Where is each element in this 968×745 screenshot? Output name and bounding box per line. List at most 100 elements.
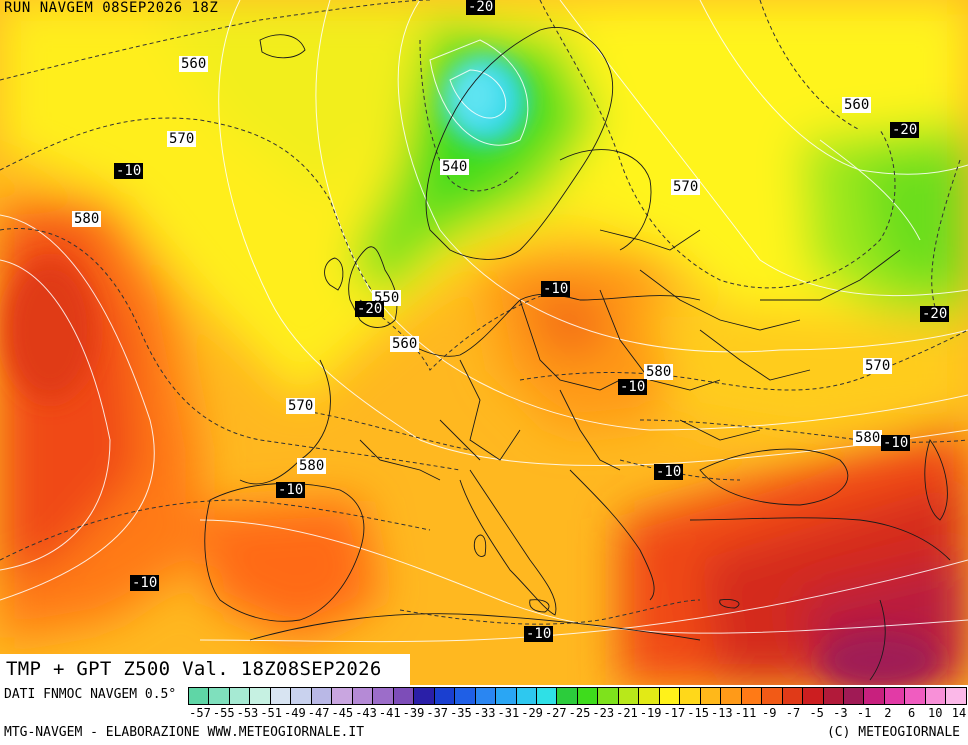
legend-tick-label: -1 xyxy=(856,706,872,720)
color-swatch xyxy=(823,688,844,704)
geopotential-label: 570 xyxy=(863,358,893,374)
isotherm-label: -20 xyxy=(355,301,385,317)
color-swatch xyxy=(762,688,783,704)
color-scale-ticks: -57 -55 -53 -51 -49 -47 -45 -43 -41 -39 -37 -35 -33-… xyxy=(188,706,967,722)
color-swatch xyxy=(209,688,230,704)
isotherm-label: -10 xyxy=(276,482,306,498)
legend-tick-label: -15 xyxy=(687,706,709,720)
legend-tick-label: -13 xyxy=(710,706,733,720)
legend-tick-label: -55 xyxy=(212,706,235,720)
legend-source-label: DATI FNMOC NAVGEM 0.5° xyxy=(4,687,177,702)
color-swatch xyxy=(434,688,456,704)
geopotential-label: 580 xyxy=(644,364,674,380)
geopotential-label: 570 xyxy=(167,131,197,147)
legend-tick-label: -57 xyxy=(189,706,211,720)
color-swatch xyxy=(680,688,701,704)
color-swatch xyxy=(516,688,537,704)
legend-tick-label: -11 xyxy=(734,706,757,720)
color-swatch xyxy=(598,688,619,704)
color-swatch xyxy=(496,688,517,704)
color-scale-bar xyxy=(188,687,967,705)
isotherm-label: -10 xyxy=(654,464,684,480)
legend-tick-label: 10 xyxy=(928,706,943,720)
color-swatch xyxy=(700,688,722,704)
isotherm-label: -20 xyxy=(920,306,950,322)
legend-tick-label: -5 xyxy=(809,706,824,720)
weather-map: RUN NAVGEM 08SEP2026 18Z 560 570 580 540 550… xyxy=(0,0,968,685)
geopotential-label: 580 xyxy=(72,211,102,227)
legend-tick-label: -49 xyxy=(284,706,306,720)
color-swatch xyxy=(455,688,476,704)
legend-tick-label: -31 xyxy=(497,706,520,720)
color-swatch xyxy=(639,688,660,704)
legend-tick-label: -7 xyxy=(785,706,801,720)
legend-tick-label: -41 xyxy=(378,706,401,720)
color-swatch xyxy=(659,688,681,704)
legend-tick-label: -3 xyxy=(833,706,848,720)
color-swatch xyxy=(905,688,926,704)
color-swatch xyxy=(475,688,497,704)
legend-tick-label: -29 xyxy=(521,706,543,720)
legend-tick-label: -51 xyxy=(260,706,282,720)
footer-copyright: (C) METEOGIORNALE xyxy=(826,725,960,740)
color-swatch xyxy=(332,688,353,704)
legend-tick-label: -39 xyxy=(402,706,425,720)
legend-tick-label: -37 xyxy=(426,706,449,720)
isotherm-label: -10 xyxy=(130,575,160,591)
isotherm-label: -20 xyxy=(890,122,920,138)
isotherm-label: -10 xyxy=(881,435,911,451)
geopotential-label: 570 xyxy=(286,398,316,414)
legend-tick-label: -35 xyxy=(450,706,472,720)
legend-tick-label: -33 xyxy=(473,706,496,720)
color-swatch xyxy=(946,688,966,704)
legend-tick-label: -9 xyxy=(762,706,777,720)
color-swatch xyxy=(311,688,333,704)
isotherm-label: -10 xyxy=(541,281,571,297)
color-swatch xyxy=(270,688,292,704)
legend-tick-label: -17 xyxy=(663,706,686,720)
temperature-field xyxy=(0,0,968,685)
color-swatch xyxy=(925,688,947,704)
color-swatch xyxy=(393,688,415,704)
legend-tick-label: -47 xyxy=(307,706,330,720)
geopotential-label: 560 xyxy=(842,97,872,113)
color-swatch xyxy=(844,688,865,704)
geopotential-label: 560 xyxy=(390,336,420,352)
legend-tick-label: -27 xyxy=(544,706,567,720)
color-swatch xyxy=(577,688,599,704)
color-swatch xyxy=(803,688,824,704)
color-swatch xyxy=(557,688,578,704)
color-swatch xyxy=(536,688,558,704)
legend-tick-label: -21 xyxy=(616,706,638,720)
legend-tick-label: -43 xyxy=(355,706,377,720)
color-swatch xyxy=(189,688,210,704)
color-swatch xyxy=(741,688,763,704)
legend-tick-label: 14 xyxy=(951,706,967,720)
legend-tick-label: -19 xyxy=(639,706,662,720)
color-swatch xyxy=(373,688,394,704)
isotherm-label: -10 xyxy=(524,626,554,642)
color-swatch xyxy=(229,688,251,704)
color-swatch xyxy=(782,688,804,704)
color-swatch xyxy=(884,688,906,704)
geopotential-label: 580 xyxy=(297,458,327,474)
legend-tick-label: 6 xyxy=(907,706,916,720)
isotherm-label: -10 xyxy=(114,163,144,179)
footer-credit: MTG-NAVGEM - ELABORAZIONE WWW.METEOGIORN… xyxy=(4,725,365,740)
isotherm-label: -20 xyxy=(466,0,496,15)
color-swatch xyxy=(291,688,312,704)
run-label: RUN NAVGEM 08SEP2026 18Z xyxy=(4,0,219,16)
geopotential-label: 570 xyxy=(671,179,701,195)
legend-tick-label: 2 xyxy=(884,706,892,720)
color-swatch xyxy=(721,688,742,704)
map-title: TMP + GPT Z500 Val. 18Z08SEP2026 xyxy=(0,654,410,685)
legend-tick-label: -25 xyxy=(568,706,591,720)
color-swatch xyxy=(864,688,885,704)
geopotential-label: 580 xyxy=(853,430,883,446)
legend-tick-label: -45 xyxy=(331,706,354,720)
legend-tick-label: -23 xyxy=(592,706,615,720)
isotherm-label: -10 xyxy=(618,379,648,395)
geopotential-label: 540 xyxy=(440,159,470,175)
color-swatch xyxy=(414,688,435,704)
color-swatch xyxy=(250,688,271,704)
